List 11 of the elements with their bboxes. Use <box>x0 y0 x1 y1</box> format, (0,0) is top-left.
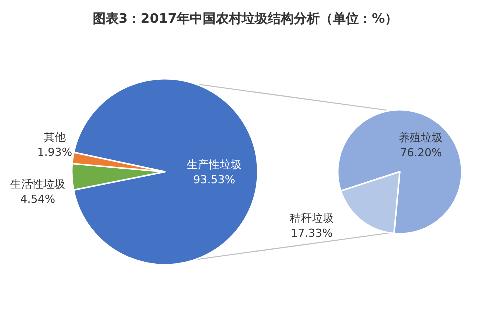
slice-label: 生产性垃圾 <box>187 158 242 172</box>
slice-label: 养殖垃圾 <box>399 131 444 144</box>
slice-label: 生活性垃圾 <box>10 178 66 191</box>
data-label: 1.93% <box>38 146 72 159</box>
slice-label: 其他 <box>44 131 66 144</box>
data-label: 4.54% <box>20 193 56 206</box>
data-label: 17.33% <box>291 227 333 240</box>
chart-title: 图表3：2017年中国农村垃圾结构分析（单位：%） <box>92 11 398 27</box>
data-label: 76.20% <box>400 146 442 160</box>
slice-label: 秸秆垃圾 <box>290 212 334 225</box>
data-label: 93.53% <box>194 173 236 186</box>
